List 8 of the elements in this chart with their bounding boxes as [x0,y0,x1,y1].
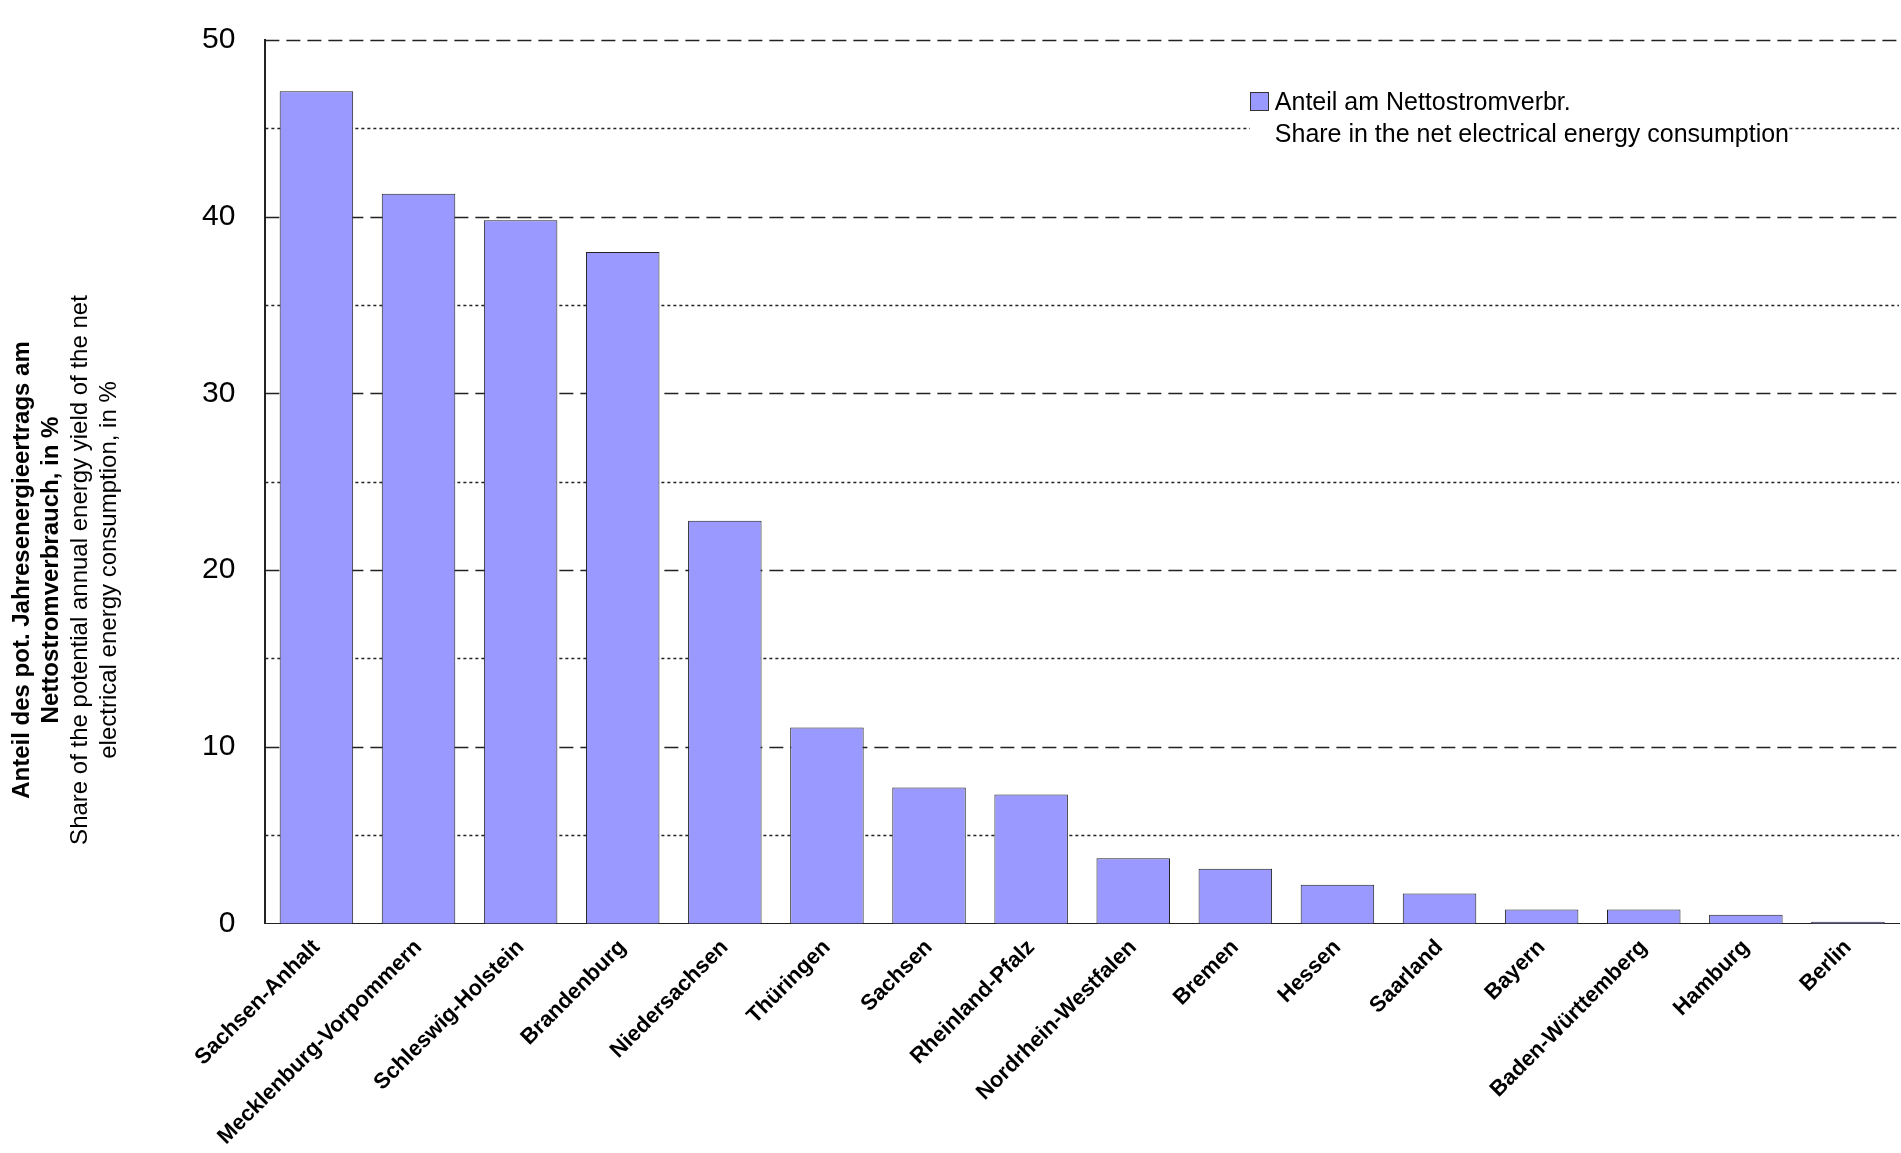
legend-label: Anteil am Nettostromverbr. Share in the net electrical energy consumption [1249,85,1789,149]
y-tick-label: 50 [201,21,236,55]
y-tick-label: 10 [201,728,236,762]
y-tick-label: 30 [201,374,236,408]
y-axis-title: Anteil des pot. Jahresenergieertrags am Nettostromverbrauch, in % Share of the potential annual energy yield of the net electrical energy consumption, in % [6,294,122,847]
y-tick-label: 0 [218,904,236,938]
y-tick-label: 40 [201,197,236,231]
y-tick-label: 20 [201,551,236,585]
